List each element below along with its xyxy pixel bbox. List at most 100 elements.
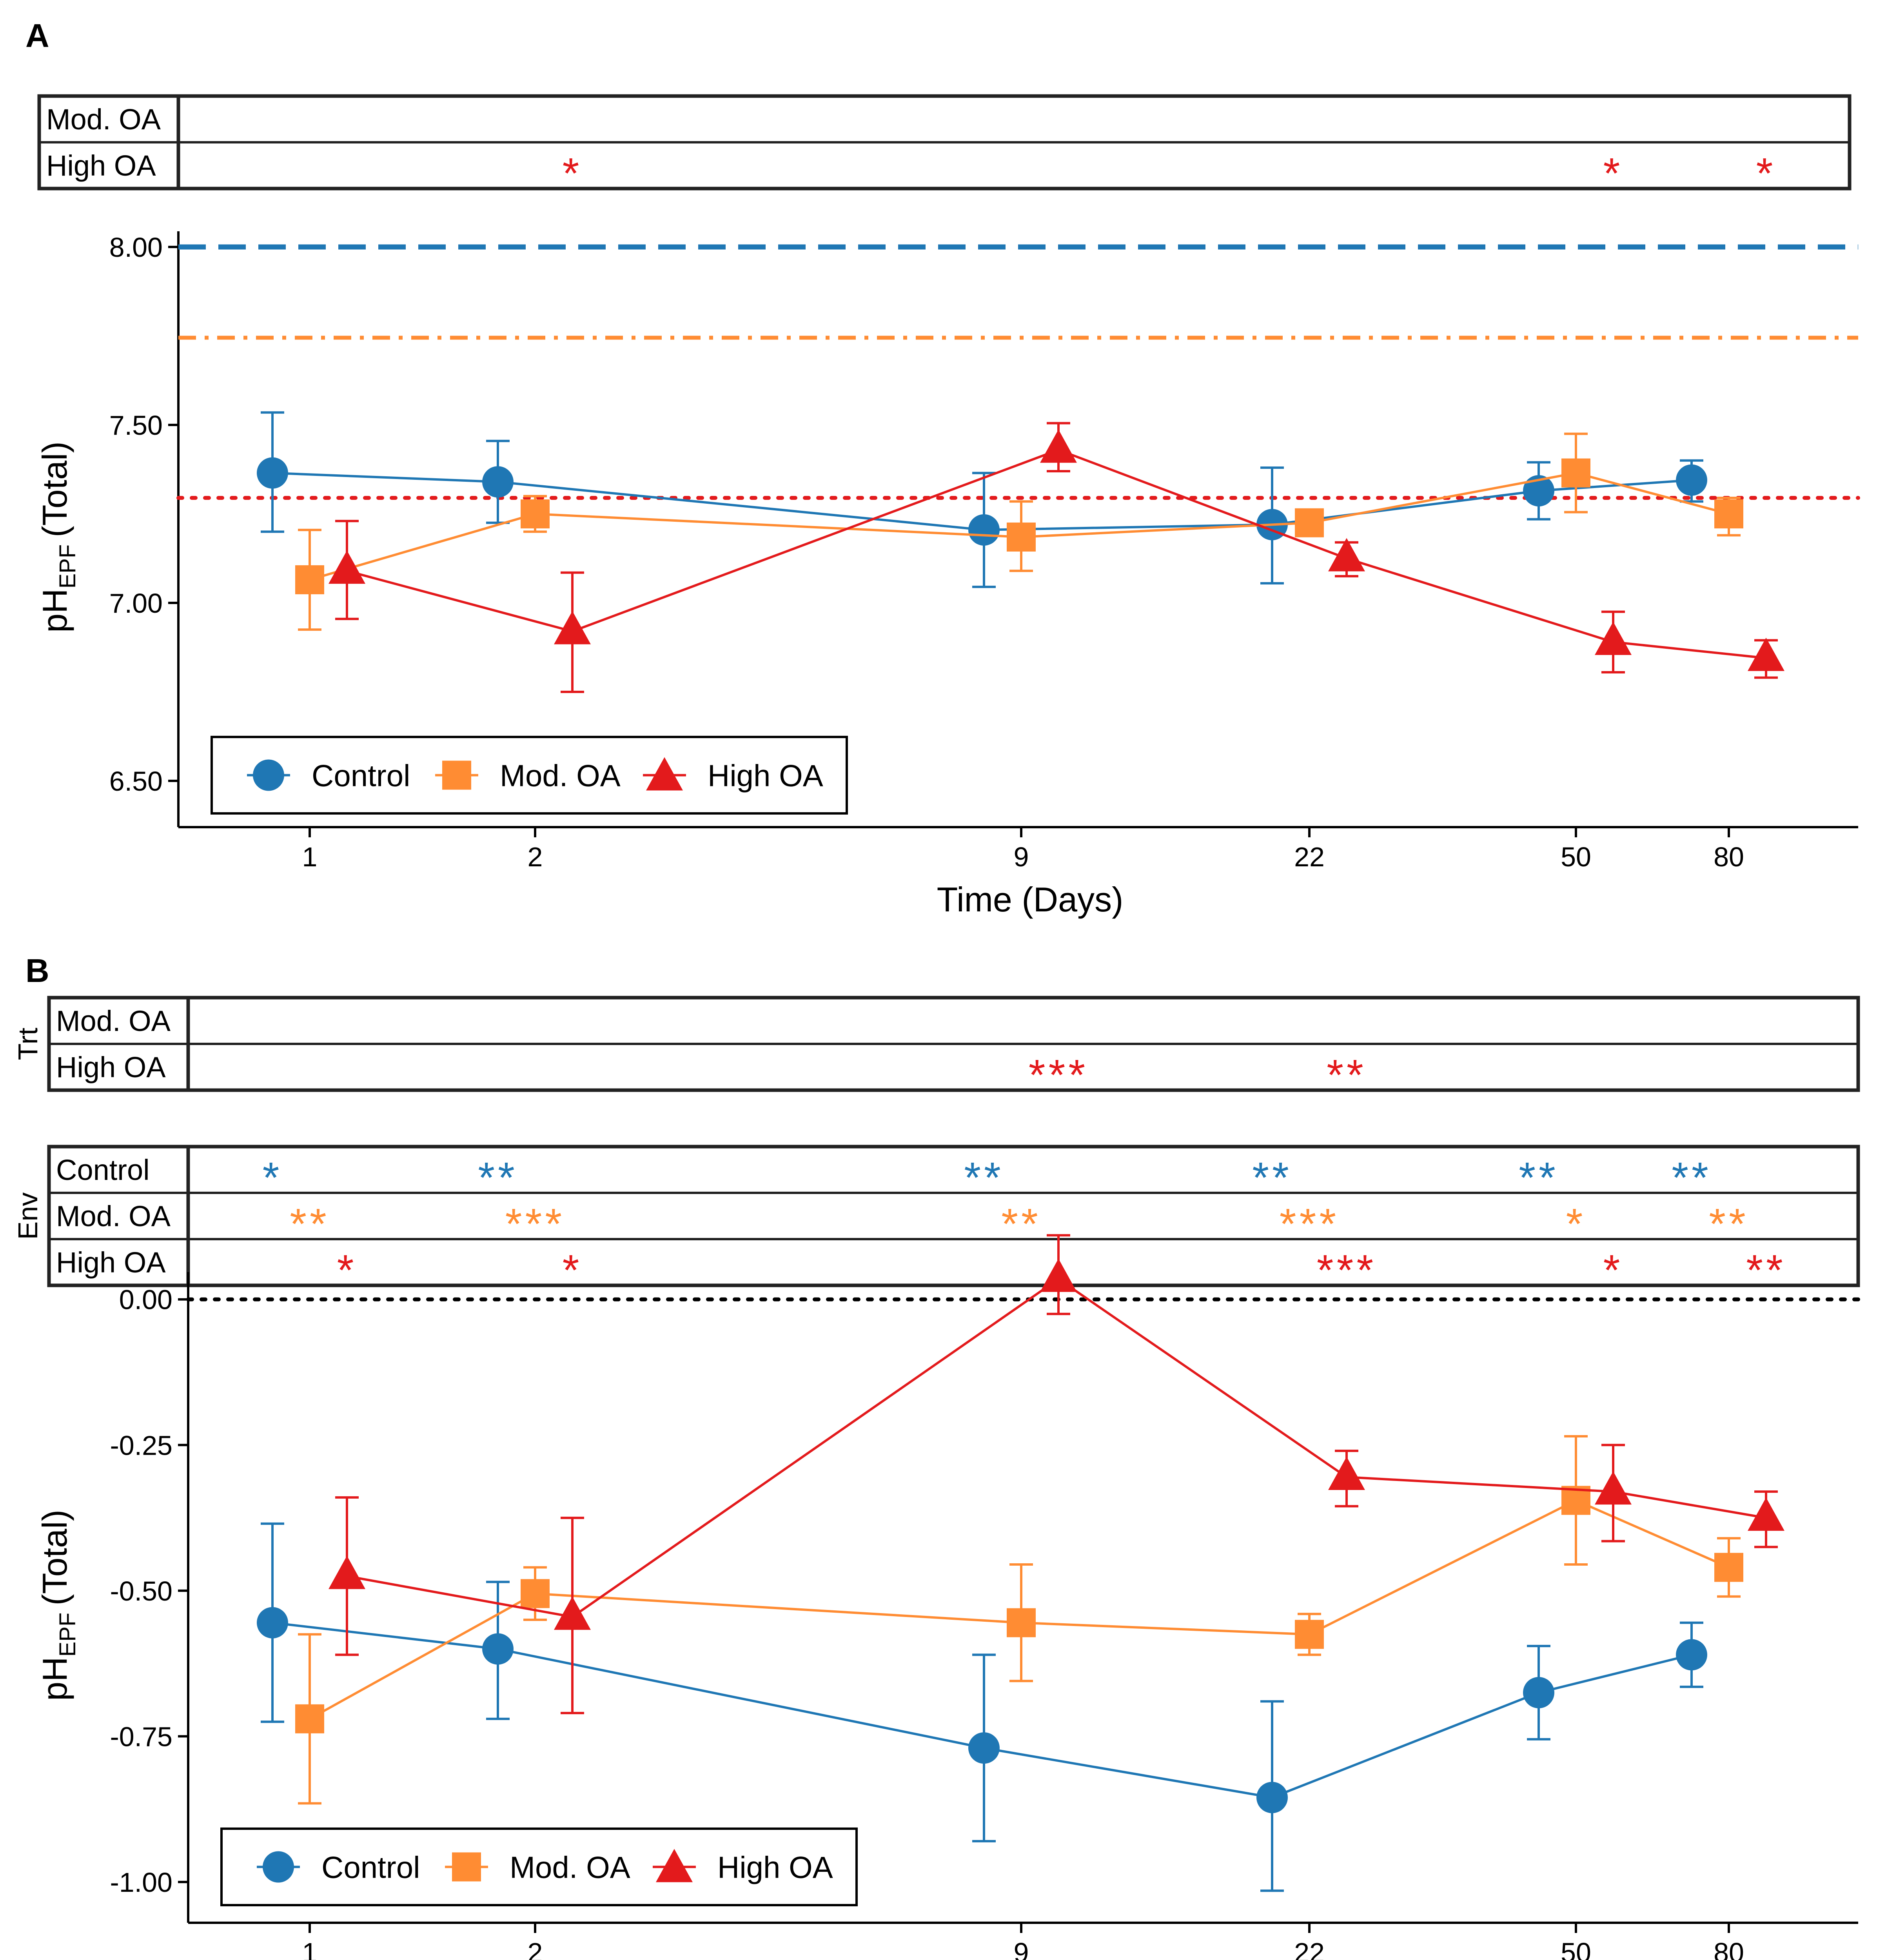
data-point xyxy=(1295,508,1324,537)
y-axis-title-suffix: (Total) xyxy=(35,441,74,537)
significance-mark: * xyxy=(563,1246,583,1294)
data-point xyxy=(482,466,514,498)
legend-label: High OA xyxy=(708,759,823,793)
strip-row-label: Mod. OA xyxy=(56,1200,171,1232)
strip-row-label: Control xyxy=(56,1154,150,1186)
significance-mark: * xyxy=(1756,149,1776,198)
y-axis-title-suffix: (Total) xyxy=(35,1510,74,1606)
x-tick-label: 9 xyxy=(1014,1937,1029,1960)
legend-marker xyxy=(656,1849,693,1882)
y-tick-label: -0.50 xyxy=(110,1576,172,1606)
series-line xyxy=(309,472,1729,581)
significance-mark: ** xyxy=(290,1200,330,1248)
data-point xyxy=(968,514,1000,546)
legend-frame xyxy=(220,1828,858,1906)
x-axis-title: Time (Days) xyxy=(937,880,1124,919)
x-tick-label: 9 xyxy=(1014,842,1029,872)
significance-mark: *** xyxy=(1317,1246,1376,1294)
series-mod-oa xyxy=(295,1435,1743,1805)
series-line xyxy=(309,1499,1730,1720)
x-tick-label: 22 xyxy=(1294,1937,1325,1960)
significance-mark: *** xyxy=(505,1200,565,1248)
series-line xyxy=(272,472,1692,531)
series-mod-oa xyxy=(295,432,1743,631)
legend-marker xyxy=(646,757,683,791)
panel-label: A xyxy=(25,17,49,54)
data-point xyxy=(521,499,550,528)
x-tick-label: 2 xyxy=(528,1937,543,1960)
significance-mark: ** xyxy=(1519,1154,1559,1202)
data-point xyxy=(554,611,591,644)
legend-label: Mod. OA xyxy=(510,1850,630,1885)
significance-mark: ** xyxy=(1672,1154,1712,1202)
legend-label: High OA xyxy=(717,1850,833,1885)
data-point xyxy=(482,1633,514,1665)
significance-mark: *** xyxy=(1280,1200,1339,1248)
y-tick-label: 8.00 xyxy=(109,232,163,263)
y-axis-title-main: pH xyxy=(35,1657,74,1701)
series-high-oa xyxy=(329,1234,1784,1714)
data-point xyxy=(1748,637,1784,671)
significance-mark: ** xyxy=(478,1154,518,1202)
data-point xyxy=(1748,1497,1784,1531)
strip-row-label: High OA xyxy=(56,1246,166,1279)
data-point xyxy=(1595,621,1632,655)
y-axis-title-sub: EPF xyxy=(55,1613,80,1657)
data-point xyxy=(968,1732,1000,1764)
data-point xyxy=(1676,1639,1707,1671)
data-point xyxy=(1523,1677,1554,1708)
x-tick-label: 50 xyxy=(1561,842,1591,872)
data-point xyxy=(329,1555,365,1589)
significance-mark: ** xyxy=(1001,1200,1041,1248)
legend: Control Mod. OA High OA xyxy=(211,736,848,815)
significance-mark: * xyxy=(1603,1246,1623,1294)
data-point xyxy=(1595,1471,1632,1505)
strip-frame xyxy=(47,1145,1860,1287)
strip-row-label: Mod. OA xyxy=(56,1005,171,1037)
y-tick-label: 0.00 xyxy=(119,1285,172,1315)
legend: Control Mod. OA High OA xyxy=(220,1828,858,1906)
y-axis-title: pHEPF (Total) xyxy=(35,1510,80,1701)
y-axis-title: pHEPF (Total) xyxy=(35,441,80,633)
legend-label: Control xyxy=(312,759,410,793)
strip-title: Env xyxy=(13,1192,43,1240)
data-point xyxy=(1714,1553,1743,1582)
y-tick-label: -1.00 xyxy=(110,1867,172,1898)
data-point xyxy=(1256,1782,1288,1813)
series-high-oa xyxy=(329,422,1784,693)
x-tick-label: 1 xyxy=(302,842,318,872)
data-point xyxy=(1328,538,1365,572)
legend-label: Control xyxy=(321,1850,420,1885)
series-control xyxy=(257,411,1707,588)
panel-a: A Mod. OA High OA * * * 6.50 7.00 7.50 8.00 1 2 9 22 5… xyxy=(25,17,1860,919)
legend-marker xyxy=(253,759,284,791)
significance-mark: ** xyxy=(1746,1246,1786,1294)
data-point xyxy=(257,457,288,489)
series-control xyxy=(257,1522,1707,1892)
series-line xyxy=(347,1278,1766,1618)
series-line xyxy=(347,448,1766,659)
significance-mark: ** xyxy=(964,1154,1004,1202)
data-point xyxy=(295,1704,324,1733)
legend-frame xyxy=(211,736,848,815)
significance-mark: * xyxy=(1566,1200,1586,1248)
data-point xyxy=(257,1607,288,1639)
legend-marker xyxy=(263,1851,294,1883)
data-point xyxy=(1040,429,1077,463)
strip-title: Trt xyxy=(13,1028,43,1060)
legend-label: Mod. OA xyxy=(500,759,621,793)
strip-row-label: High OA xyxy=(46,149,156,182)
x-tick-label: 1 xyxy=(302,1937,318,1960)
data-point xyxy=(1714,499,1743,528)
legend-marker xyxy=(442,760,471,790)
y-tick-label: 6.50 xyxy=(109,766,163,797)
data-point xyxy=(1007,523,1036,552)
y-tick-label: 7.50 xyxy=(109,410,163,441)
legend-marker xyxy=(452,1852,481,1882)
y-tick-label: 7.00 xyxy=(109,588,163,619)
data-point xyxy=(554,1596,591,1630)
x-tick-label: 80 xyxy=(1714,842,1744,872)
